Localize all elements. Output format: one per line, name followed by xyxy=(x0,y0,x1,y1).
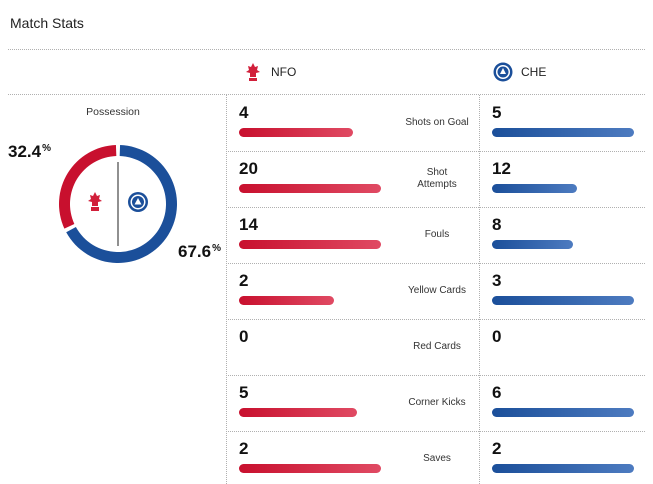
stat-row: 0 Red Cards 0 xyxy=(226,319,653,375)
stat-row: 20 Shot Attempts 12 xyxy=(226,151,653,207)
stat-row: 5 Corner Kicks 6 xyxy=(226,375,653,431)
away-stat-value: 2 xyxy=(492,439,502,458)
header-divider xyxy=(8,94,645,95)
stat-label: Red Cards xyxy=(413,341,461,352)
home-stat-bar xyxy=(239,128,353,137)
stat-row: 2 Saves 2 xyxy=(226,431,653,484)
home-stat-value: 2 xyxy=(239,271,249,290)
away-team-header: CHE xyxy=(493,60,546,84)
home-possession-value: 32.4% xyxy=(8,142,51,161)
away-stat-value: 12 xyxy=(492,159,511,178)
stat-label: Shots on Goal xyxy=(405,117,469,128)
away-stat-bar xyxy=(492,184,577,193)
away-stat-value: 6 xyxy=(492,383,502,402)
nottingham-forest-crest-icon xyxy=(246,63,260,81)
home-stat-bar xyxy=(239,184,381,193)
away-stat-bar xyxy=(492,296,634,305)
home-stat-bar xyxy=(239,296,334,305)
home-possession-arc xyxy=(59,145,117,229)
home-stat-bar xyxy=(239,464,381,473)
stat-row-divider xyxy=(226,151,645,152)
away-stat-value: 8 xyxy=(492,215,502,234)
stats-right-divider xyxy=(479,95,480,484)
possession-donut xyxy=(59,145,177,263)
stat-label: Shot Attempts xyxy=(417,167,457,190)
home-stat-value: 14 xyxy=(239,215,258,234)
title-divider xyxy=(8,49,645,50)
stat-row: 2 Yellow Cards 3 xyxy=(226,263,653,319)
home-team-abbr: NFO xyxy=(271,65,297,79)
possession-label: Possession xyxy=(86,106,140,118)
home-stat-value: 20 xyxy=(239,159,258,178)
away-team-abbr: CHE xyxy=(521,65,547,79)
away-stat-bar xyxy=(492,464,634,473)
stat-row-divider xyxy=(226,431,645,432)
stats-left-divider xyxy=(226,95,227,484)
away-possession-value: 67.6% xyxy=(178,242,221,261)
home-stat-value: 2 xyxy=(239,439,249,458)
away-stat-value: 5 xyxy=(492,103,502,122)
nottingham-forest-crest-icon xyxy=(88,192,102,211)
stat-row: 14 Fouls 8 xyxy=(226,207,653,263)
stat-row: 4 Shots on Goal 5 xyxy=(226,95,653,151)
home-stat-value: 0 xyxy=(239,327,249,346)
home-team-header: NFO xyxy=(243,60,296,84)
chelsea-crest-icon xyxy=(128,192,148,212)
stat-label: Yellow Cards xyxy=(408,285,466,296)
stat-label: Fouls xyxy=(424,229,450,240)
stat-row-divider xyxy=(226,207,645,208)
home-stat-bar xyxy=(239,240,381,249)
home-stat-value: 5 xyxy=(239,383,249,402)
stat-row-divider xyxy=(226,375,645,376)
away-stat-bar xyxy=(492,408,634,417)
away-stat-value: 3 xyxy=(492,271,502,290)
stat-row-divider xyxy=(226,263,645,264)
away-stat-value: 0 xyxy=(492,327,502,346)
home-stat-value: 4 xyxy=(239,103,249,122)
page-title: Match Stats xyxy=(10,15,84,31)
stat-label: Saves xyxy=(423,453,451,464)
chelsea-crest-icon xyxy=(493,62,513,82)
stat-row-divider xyxy=(226,319,645,320)
away-stat-bar xyxy=(492,128,634,137)
stat-label: Corner Kicks xyxy=(408,397,466,408)
away-stat-bar xyxy=(492,240,573,249)
home-stat-bar xyxy=(239,408,357,417)
